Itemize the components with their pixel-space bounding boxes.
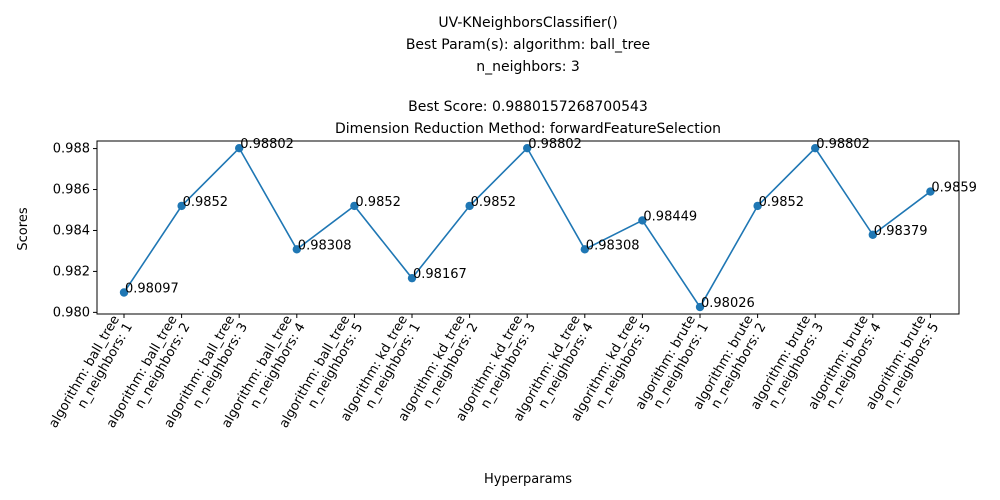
y-tick-label: 0.986: [53, 183, 90, 198]
y-tick-label: 0.988: [53, 142, 90, 157]
data-label: 0.98167: [413, 267, 467, 282]
data-label: 0.9859: [931, 181, 977, 196]
data-point: [638, 216, 647, 225]
data-label: 0.9852: [355, 195, 401, 210]
x-axis-label: Hyperparams: [484, 472, 572, 487]
data-point: [407, 273, 417, 283]
y-tick-label: 0.982: [53, 264, 90, 279]
title-line: Dimension Reduction Method: forwardFeatu…: [335, 121, 721, 137]
data-point: [465, 201, 474, 211]
data-label: 0.98802: [528, 137, 582, 152]
data-label: 0.9852: [183, 195, 229, 210]
data-label: 0.98308: [298, 238, 352, 253]
chart-title: UV-KNeighborsClassifier() Best Param(s):…: [335, 15, 721, 137]
data-label: 0.98308: [586, 238, 640, 253]
data-point: [811, 143, 820, 153]
data-label: 0.98449: [643, 209, 697, 224]
data-label: 0.9852: [759, 195, 805, 210]
data-label: 0.98026: [701, 296, 755, 311]
title-line: Best Param(s): algorithm: ball_tree: [406, 37, 650, 53]
title-line: UV-KNeighborsClassifier(): [438, 15, 617, 31]
data-label: 0.98802: [816, 137, 870, 152]
data-label: 0.98379: [874, 224, 928, 239]
data-point: [235, 143, 244, 153]
data-point: [926, 187, 935, 196]
data-point: [868, 230, 877, 239]
data-label: 0.98097: [125, 282, 179, 297]
title-line: n_neighbors: 3: [476, 59, 580, 75]
y-tick-label: 0.980: [53, 305, 90, 320]
data-point: [753, 201, 762, 211]
data-point: [523, 143, 532, 153]
y-axis-label: Scores: [16, 207, 31, 250]
axes-frame: [96, 140, 960, 315]
data-point: [695, 302, 705, 312]
data-point: [580, 245, 589, 254]
data-point: [350, 201, 359, 211]
data-label: 0.9852: [471, 195, 516, 210]
data-point: [292, 245, 301, 254]
data-label: 0.98802: [240, 137, 294, 152]
series-line: [123, 146, 931, 309]
data-point: [119, 288, 129, 297]
title-line: Best Score: 0.9880157268700543: [408, 99, 648, 115]
y-tick-label: 0.984: [53, 223, 90, 238]
data-point: [177, 201, 186, 211]
